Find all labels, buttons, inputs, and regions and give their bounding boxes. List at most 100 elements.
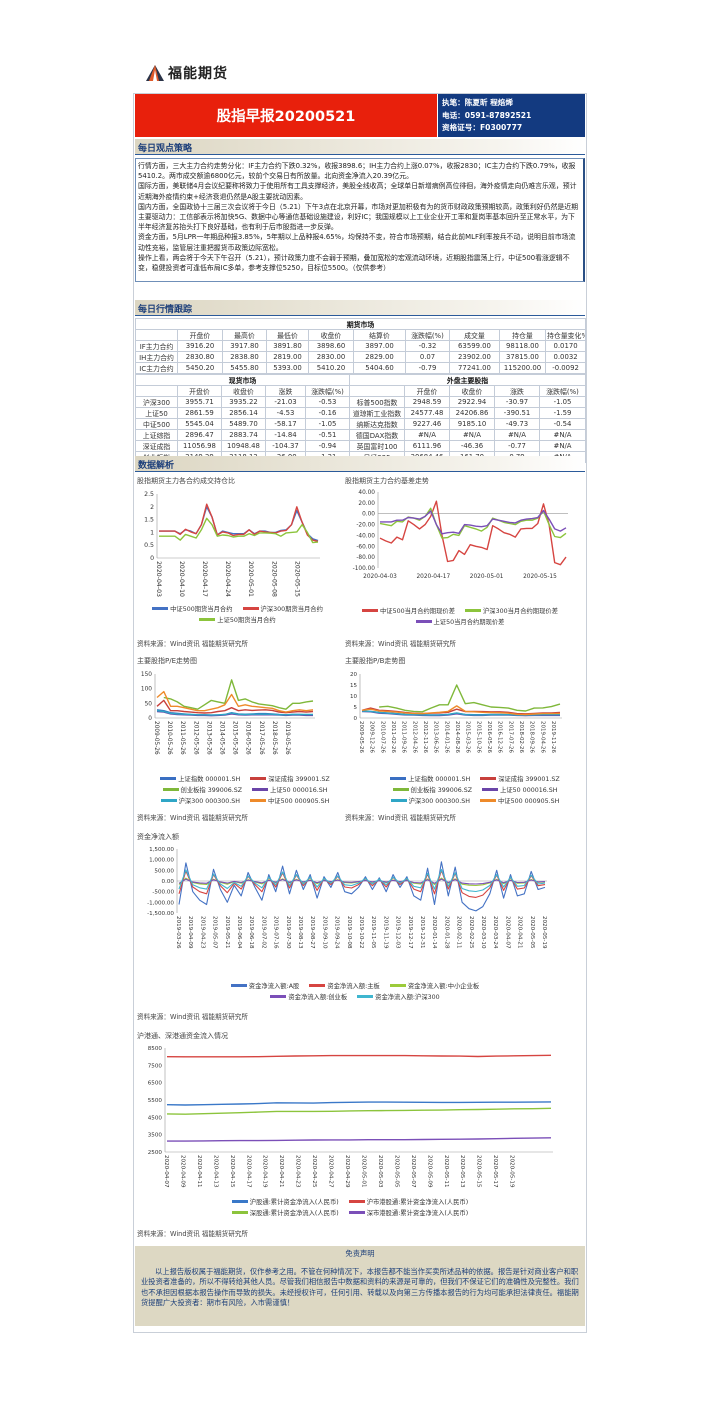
x-tick-label: 2019-09-10 bbox=[321, 916, 327, 949]
legend-swatch bbox=[250, 799, 266, 802]
table-row: 中证500 5545.04 5489.70 -58.17 -1.05 纳斯达克指数 9227… bbox=[135, 418, 587, 430]
column-header: 开盘价 bbox=[177, 385, 222, 397]
table-cell: 98118.00 bbox=[499, 340, 546, 352]
legend-item: 资金净流入额:沪深300 bbox=[357, 992, 440, 1001]
x-tick-label: 2020-05-05 bbox=[529, 916, 535, 949]
chart-legend: 沪股通:累计资金净流入(人民币) 沪市港股通:累计资金净流入(人民币) 深股通:累计… bbox=[200, 1197, 500, 1217]
table-cell: -21.03 bbox=[265, 396, 306, 408]
table-cell: 0.0032 bbox=[544, 351, 587, 363]
series-line-2 bbox=[166, 1107, 552, 1115]
y-tick-label: 500.00 bbox=[154, 868, 174, 874]
legend-swatch bbox=[160, 799, 177, 802]
y-tick-label: 1,500.00 bbox=[149, 847, 174, 853]
chart-source: 资料来源：Wind资讯 福能期货研究所 bbox=[345, 640, 456, 648]
futures-table: 期货市场 开盘价 最高价 最低价 收盘价 结算价 涨跌幅(%) 成交量 持仓量 持仓量变化% IF主… bbox=[134, 318, 587, 374]
table-cell: 2856.14 bbox=[221, 407, 266, 419]
y-tick-label: 100 bbox=[141, 687, 152, 693]
y-tick-label: 1.5 bbox=[144, 517, 154, 524]
table-cell: 5489.70 bbox=[221, 418, 266, 430]
column-header bbox=[135, 329, 178, 341]
y-tick-label: -1,500.00 bbox=[147, 911, 174, 917]
table-cell: 11056.98 bbox=[177, 440, 222, 452]
strategy-international: 国际方面，美联储4月会议纪要称将致力于使用所有工具支撑经济，美股全线收高；全球单… bbox=[138, 182, 577, 201]
table-cell: 2830.80 bbox=[177, 351, 223, 363]
x-tick-label: 2012-04-26 bbox=[411, 721, 417, 753]
disclaimer-body: 以上报告版权属于福能期货，仅作参考之用。不管在何种情况下，本报告都不能当作买卖所… bbox=[141, 1266, 579, 1308]
x-tick-label: 2019-12-31 bbox=[419, 916, 425, 949]
table-cell: 2838.80 bbox=[222, 351, 267, 363]
series-line-2 bbox=[380, 509, 567, 535]
legend-swatch bbox=[348, 1211, 365, 1214]
legend-swatch bbox=[362, 609, 378, 612]
x-tick-label: 2018-05-26 bbox=[271, 721, 277, 755]
legend-swatch bbox=[199, 618, 216, 621]
chart-source: 资料来源：Wind资讯 福能期货研究所 bbox=[345, 814, 456, 822]
x-tick-label: 2019-10-22 bbox=[358, 916, 364, 949]
legend-label: 资金净流入额:中小企业板 bbox=[407, 983, 480, 990]
table-cell: 0.0170 bbox=[544, 340, 587, 352]
table-cell: 纳斯达克指数 bbox=[349, 418, 406, 430]
legend-label: 沪深300 000300.SH bbox=[178, 798, 240, 805]
table-cell: -0.51 bbox=[304, 429, 351, 441]
legend-label: 资金净流入额:主板 bbox=[327, 983, 380, 990]
table-cell: -58.17 bbox=[265, 418, 306, 430]
legend-swatch bbox=[270, 995, 287, 998]
legend-item: 沪深300 000300.SH bbox=[160, 796, 240, 805]
turnover-ratio-chart: 0 0.5 1 1.5 2 2.5 2020-04-03 2020-04-10 2020-04-… bbox=[144, 491, 320, 597]
table-row: 上证50 2861.59 2856.14 -4.53 -0.16 道琼斯工业指数 24577… bbox=[135, 407, 587, 419]
column-header: 涨跌幅(%) bbox=[304, 385, 351, 397]
table-cell: 2922.94 bbox=[449, 396, 496, 408]
y-tick-label: 10 bbox=[350, 694, 357, 700]
legend-item: 中证500 000905.SH bbox=[480, 796, 559, 805]
chart-title: 主要股指P/B走势图 bbox=[345, 657, 406, 665]
table-cell: 10948.48 bbox=[221, 440, 266, 452]
column-header: 开盘价 bbox=[404, 385, 451, 397]
x-tick-label: 2020-05-19 bbox=[541, 916, 547, 949]
legend-swatch bbox=[465, 609, 481, 612]
x-tick-label: 2019-04-09 bbox=[187, 916, 193, 949]
report-title: 股指早报20200521 bbox=[135, 94, 437, 137]
legend-label: 中证500 000905.SH bbox=[268, 798, 330, 805]
x-tick-label: 2020-04-17 bbox=[245, 1155, 251, 1188]
x-tick-label: 2020-05-01 bbox=[470, 574, 504, 580]
x-tick-label: 2020-04-11 bbox=[196, 1155, 202, 1188]
table-header-row: 开盘价 最高价 最低价 收盘价 结算价 涨跌幅(%) 成交量 持仓量 持仓量变化% bbox=[135, 329, 587, 341]
legend-swatch bbox=[390, 777, 407, 780]
chart-title: 主要股指P/E走势图 bbox=[137, 657, 198, 665]
y-tick-label: 2.5 bbox=[144, 491, 154, 498]
series-line-2 bbox=[379, 684, 561, 713]
table-cell: -0.0092 bbox=[544, 362, 587, 374]
table-cell: 5410.20 bbox=[308, 362, 354, 374]
legend-item: 沪深300 000300.SH bbox=[390, 796, 470, 805]
table-cell: 3897.00 bbox=[353, 340, 406, 352]
legend-item: 深股通:累计资金净流入(人民币) bbox=[231, 1208, 339, 1217]
legend-item: 中证500当月合约期现价差 bbox=[362, 606, 455, 615]
legend-swatch bbox=[348, 1200, 365, 1203]
series-line-4 bbox=[178, 868, 546, 893]
section-analysis: 数据解析 bbox=[135, 456, 585, 472]
table-cell: 标普500指数 bbox=[349, 396, 406, 408]
x-tick-label: 2020-05-15 bbox=[293, 561, 300, 597]
chart-title: 股指期货主力合约基差走势 bbox=[345, 477, 429, 485]
x-tick-label: 2019-06-18 bbox=[248, 916, 254, 949]
legend-item: 深市港股通:累计资金净流入(人民币) bbox=[348, 1208, 468, 1217]
x-tick-label: 2020-04-03 bbox=[155, 561, 162, 597]
table-cell: 115200.00 bbox=[499, 362, 546, 374]
chart-legend: 中证500期货当月合约 沪深300期货当月合约 上证50期货当月合约 bbox=[135, 604, 340, 624]
chart-legend: 上证指数 000001.SH 深证成指 399001.SZ 创业板指 399006.… bbox=[150, 774, 340, 805]
series-line-1 bbox=[166, 1054, 552, 1058]
legend-item: 上证50 000016.SH bbox=[482, 785, 557, 794]
legend-label: 资金净流入额:创业板 bbox=[288, 994, 348, 1001]
table-row: IC主力合约 5450.20 5455.80 5393.00 5410.20 5404.6… bbox=[135, 362, 587, 374]
legend-item: 创业板指 399006.SZ bbox=[162, 785, 242, 794]
x-tick-label: 2019-05-21 bbox=[224, 916, 230, 949]
table-cell: 2883.74 bbox=[221, 429, 266, 441]
legend-swatch bbox=[152, 607, 169, 610]
x-tick-label: 2011-09-26 bbox=[401, 721, 407, 753]
table-cell: 3917.80 bbox=[222, 340, 267, 352]
column-header: 成交量 bbox=[449, 329, 500, 341]
y-tick-label: 5 bbox=[354, 705, 358, 711]
legend-item: 上证50期货当月合约 bbox=[199, 615, 276, 624]
column-header: 结算价 bbox=[353, 329, 406, 341]
section-tracking: 每日行情跟踪 bbox=[135, 300, 585, 316]
